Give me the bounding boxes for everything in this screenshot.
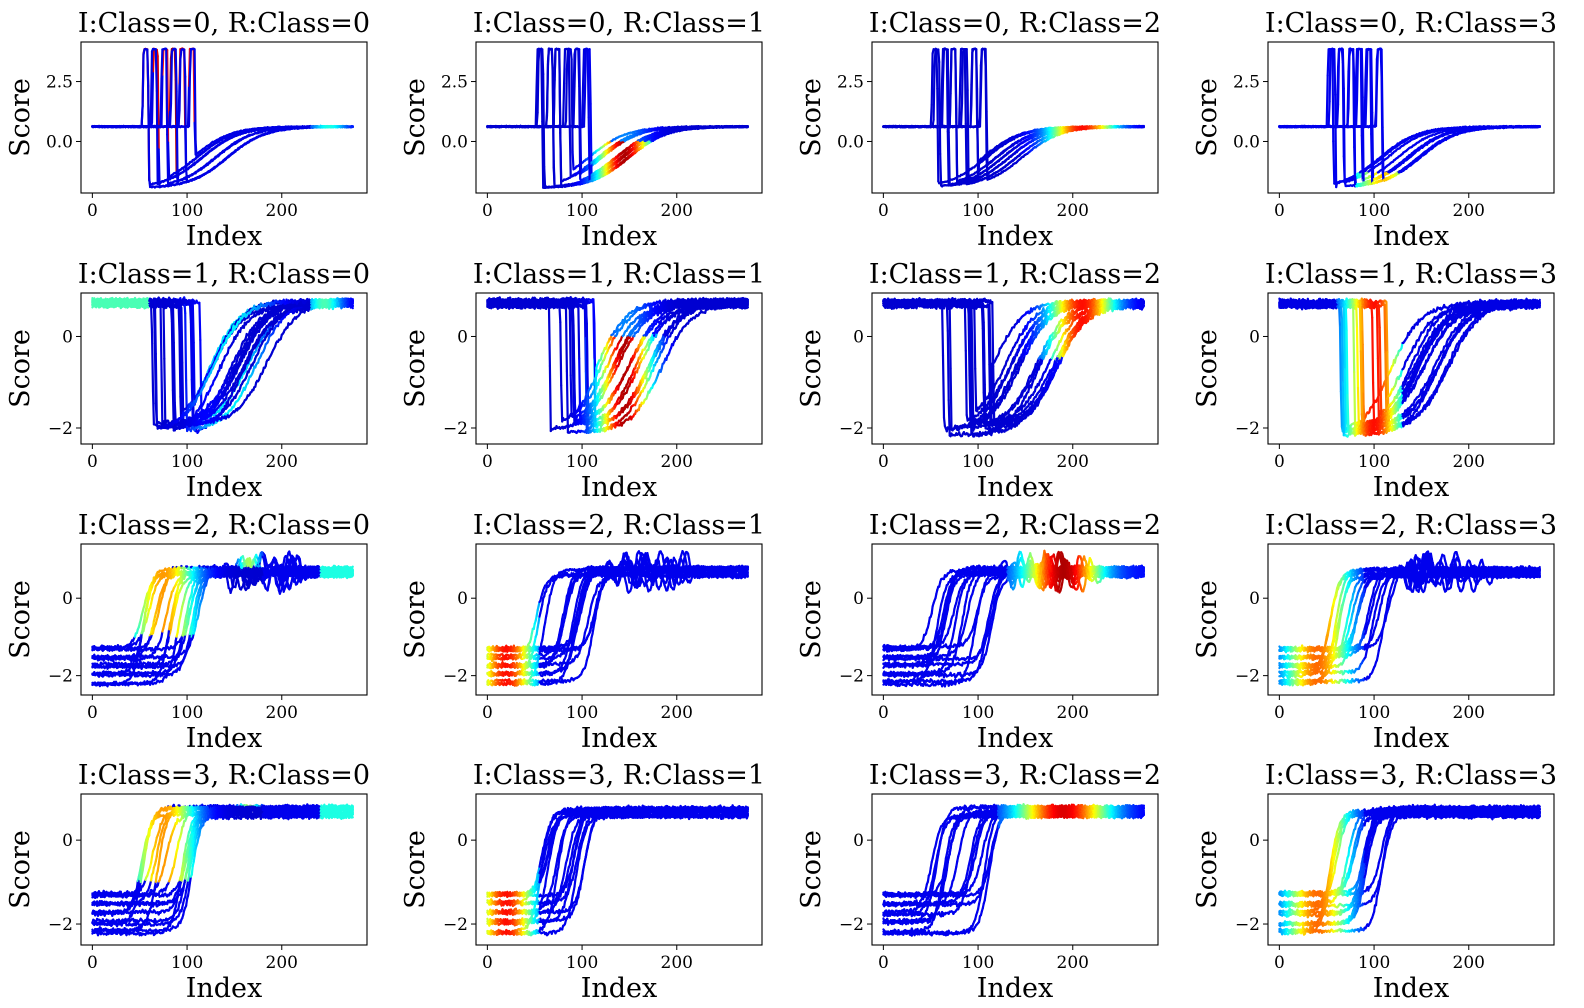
series-segment xyxy=(149,178,150,187)
x-axis-label: Index xyxy=(186,221,263,252)
panel-0-0: I:Class=0, R:Class=0 0 100 200 0.0 2.5 Index Sc… xyxy=(5,8,370,252)
x-tick-label: 100 xyxy=(171,201,203,221)
series-segment xyxy=(180,50,181,59)
y-tick-label: 2.5 xyxy=(46,73,73,93)
series-group xyxy=(92,49,352,188)
series-line xyxy=(92,49,352,182)
series-line xyxy=(92,49,352,187)
axes-frame xyxy=(81,42,367,193)
panel-title: I:Class=0, R:Class=0 xyxy=(78,8,370,39)
series-segment xyxy=(566,69,567,121)
series-segment xyxy=(195,49,196,141)
series-segment xyxy=(590,49,591,104)
series-segment xyxy=(177,91,178,183)
series-segment xyxy=(584,96,585,127)
series-segment xyxy=(143,55,144,107)
series-line xyxy=(92,49,352,184)
series-segment xyxy=(190,49,191,76)
series-line xyxy=(92,49,352,177)
series-segment xyxy=(184,50,185,77)
series-segment xyxy=(162,50,163,79)
series-line xyxy=(92,49,352,184)
series-segment xyxy=(156,49,157,91)
series-segment xyxy=(170,104,171,127)
series-segment xyxy=(189,76,190,126)
series-segment xyxy=(573,152,574,169)
series-segment xyxy=(178,171,179,183)
series-segment xyxy=(196,141,197,157)
series-line xyxy=(92,49,352,184)
series-line xyxy=(92,49,352,187)
series-segment xyxy=(179,111,180,127)
series-segment xyxy=(544,167,545,188)
series-segment xyxy=(585,49,586,95)
series-segment xyxy=(176,49,177,91)
series-segment xyxy=(167,135,168,184)
series-segment xyxy=(151,51,152,103)
series-segment xyxy=(153,49,154,72)
series-segment xyxy=(161,79,162,127)
series-segment xyxy=(157,91,158,184)
series-group xyxy=(487,49,747,188)
series-segment xyxy=(150,104,151,127)
y-axis-label: Score xyxy=(5,78,36,157)
series-segment xyxy=(148,86,149,179)
series-segment xyxy=(147,50,148,86)
series-segment xyxy=(185,77,186,170)
series-line xyxy=(92,49,352,184)
panel-0-1: I:Class=0, R:Class=10 100 2000.02.5IndexSc… xyxy=(400,8,765,252)
y-tick-label: 0.0 xyxy=(46,132,73,152)
x-tick-label: 200 xyxy=(266,201,298,221)
series-segment xyxy=(180,59,181,111)
series-segment xyxy=(166,49,167,135)
series-segment xyxy=(171,52,172,104)
x-tick-label: 0 xyxy=(87,201,98,221)
series-segment xyxy=(571,49,572,59)
series-segment xyxy=(352,126,353,127)
series-segment xyxy=(186,169,187,181)
series-segment xyxy=(142,107,143,127)
series-line xyxy=(487,49,747,170)
